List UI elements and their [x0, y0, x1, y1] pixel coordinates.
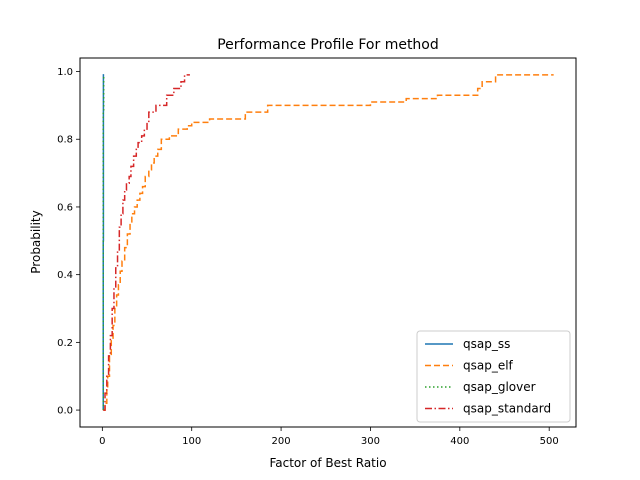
x-tick-label: 200 [272, 436, 291, 447]
x-tick-label: 400 [450, 436, 469, 447]
legend-label-qsap_glover: qsap_glover [463, 380, 536, 394]
x-tick-label: 300 [361, 436, 380, 447]
y-tick-label: 0.2 [57, 338, 73, 349]
y-axis: 0.0 0.2 0.4 0.6 0.8 1.0 [57, 67, 80, 417]
legend-box [416, 330, 571, 423]
x-axis: 0 100 200 300 400 500 [99, 427, 559, 447]
chart-title: Performance Profile For method [217, 37, 439, 53]
x-axis-label: Factor of Best Ratio [269, 456, 386, 470]
legend-label-qsap_standard: qsap_standard [463, 402, 551, 416]
y-axis-label: Probability [29, 210, 43, 273]
y-tick-label: 0.0 [57, 406, 73, 417]
x-tick-label: 500 [540, 436, 559, 447]
legend-label-qsap_ss: qsap_ss [463, 337, 510, 351]
legend-label-qsap_elf: qsap_elf [463, 359, 514, 373]
y-tick-label: 0.4 [57, 270, 73, 281]
x-tick-label: 100 [182, 436, 201, 447]
x-tick-label: 0 [99, 436, 105, 447]
y-tick-label: 1.0 [57, 67, 73, 78]
y-tick-label: 0.8 [57, 135, 73, 146]
legend: qsap_ss qsap_elf qsap_glover qsap_standard [416, 330, 571, 423]
series-line-qsap_standard [103, 74, 190, 411]
axes-frame [79, 57, 577, 428]
y-tick-label: 0.6 [57, 202, 73, 213]
series-line-qsap_elf [103, 74, 554, 411]
